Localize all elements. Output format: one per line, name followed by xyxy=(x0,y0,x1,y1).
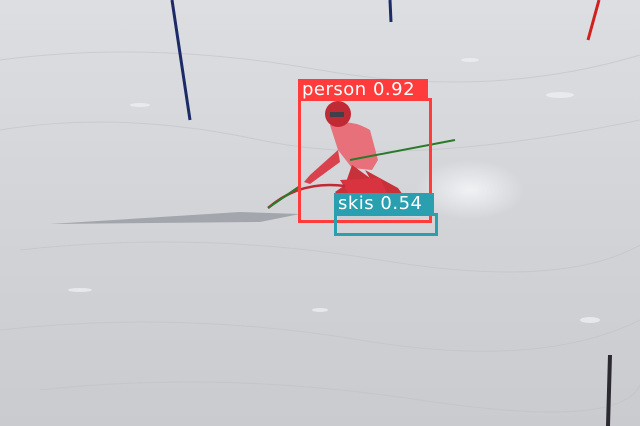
snow-spray xyxy=(415,160,525,220)
blue-slalom-pole-far xyxy=(388,0,393,23)
person-detection-label: person 0.92 xyxy=(298,79,428,101)
skier-shadow xyxy=(50,212,300,224)
person-label-text: person xyxy=(302,79,367,100)
red-slalom-pole xyxy=(586,0,601,41)
snow-texture xyxy=(0,51,640,413)
skis-detection-label: skis 0.54 xyxy=(334,193,434,215)
person-score-text: 0.92 xyxy=(372,79,416,100)
skis-label-text: skis xyxy=(338,193,375,214)
blue-slalom-pole xyxy=(170,0,192,121)
skis-score-text: 0.54 xyxy=(380,193,423,214)
skis-detection-box xyxy=(334,213,438,236)
dark-pole-foreground xyxy=(606,354,612,426)
snow-spots xyxy=(68,58,600,323)
skier xyxy=(304,101,408,206)
ski-pole-right xyxy=(349,139,456,161)
ski-pole-left-shaft xyxy=(267,185,301,209)
